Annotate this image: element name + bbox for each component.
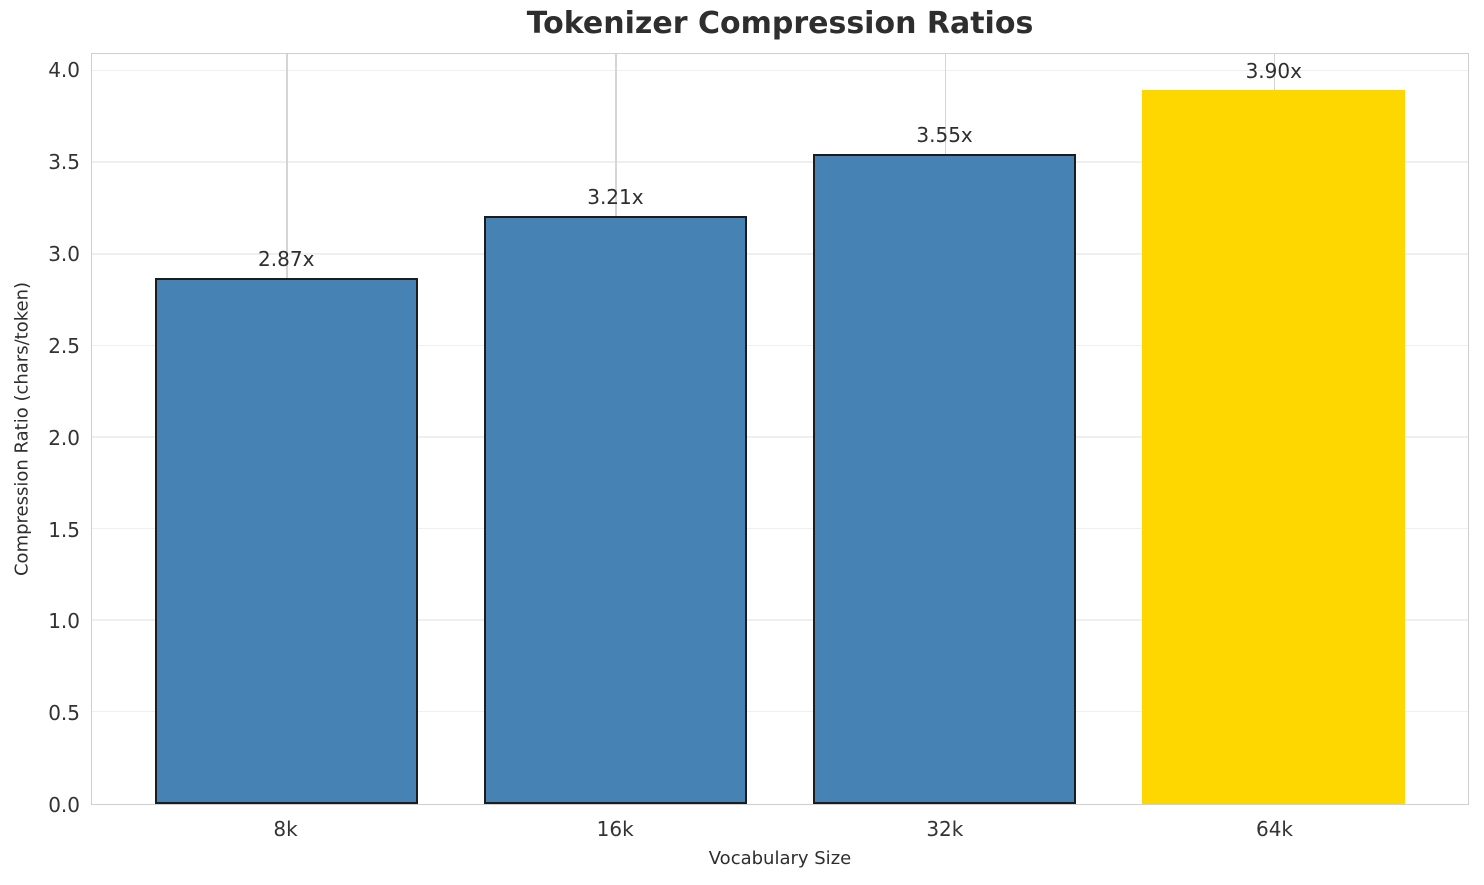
bar-value-label: 2.87x xyxy=(258,247,315,272)
plot-area: 2.87x 3.21x 3.55x 3.90x xyxy=(91,53,1469,805)
bar-value-label: 3.21x xyxy=(587,185,644,210)
y-axis-ticks: 0.0 0.5 1.0 1.5 2.0 2.5 3.0 3.5 4.0 xyxy=(0,53,80,817)
bar-32k xyxy=(812,153,1077,804)
x-axis-ticks: 8k 16k 32k 64k xyxy=(91,817,1469,845)
horizontal-gridline xyxy=(92,253,1468,255)
bar-16k xyxy=(483,216,748,804)
x-tick-label: 32k xyxy=(926,817,964,841)
horizontal-gridline xyxy=(92,619,1468,621)
y-tick-label: 4.0 xyxy=(48,58,80,83)
horizontal-gridline xyxy=(92,710,1468,713)
y-tick-label: 2.0 xyxy=(48,425,80,450)
x-tick-label: 16k xyxy=(596,817,634,841)
x-tick-label: 8k xyxy=(273,817,298,841)
y-axis-label: Compression Ratio (chars/token) xyxy=(11,281,33,577)
horizontal-gridline xyxy=(92,344,1468,347)
y-tick-label: 3.5 xyxy=(48,150,80,175)
y-tick-label: 0.0 xyxy=(48,793,80,817)
horizontal-gridline xyxy=(92,436,1468,438)
bar-value-label: 3.90x xyxy=(1245,58,1302,83)
y-tick-label: 1.0 xyxy=(48,609,80,634)
horizontal-gridline xyxy=(92,161,1468,163)
x-axis-label: Vocabulary Size xyxy=(708,848,852,869)
y-tick-label: 2.5 xyxy=(48,333,80,358)
y-tick-label: 0.5 xyxy=(48,701,80,726)
y-tick-label: 3.0 xyxy=(48,242,80,267)
chart-title: Tokenizer Compression Ratios xyxy=(526,6,1034,41)
horizontal-gridline xyxy=(92,69,1468,72)
horizontal-gridline xyxy=(92,527,1468,530)
x-tick-label: 64k xyxy=(1255,817,1293,841)
bar-value-label: 3.55x xyxy=(916,122,973,147)
y-tick-label: 1.5 xyxy=(48,517,80,542)
bar-64k xyxy=(1142,89,1406,804)
bar-8k xyxy=(154,278,418,804)
